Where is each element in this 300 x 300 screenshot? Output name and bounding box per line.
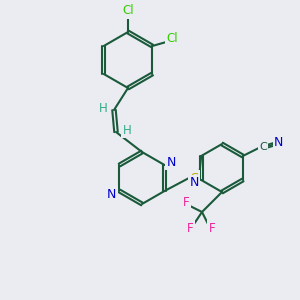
Text: H: H (123, 124, 131, 136)
Text: N: N (167, 155, 176, 169)
Text: N: N (190, 176, 199, 190)
Text: N: N (107, 188, 116, 200)
Text: N: N (274, 136, 283, 149)
Text: F: F (209, 221, 215, 235)
Text: Cl: Cl (122, 4, 134, 17)
Text: S: S (190, 172, 198, 184)
Text: F: F (183, 196, 189, 208)
Text: Cl: Cl (167, 32, 178, 44)
Text: H: H (99, 101, 107, 115)
Text: F: F (187, 221, 193, 235)
Text: C: C (259, 142, 267, 152)
